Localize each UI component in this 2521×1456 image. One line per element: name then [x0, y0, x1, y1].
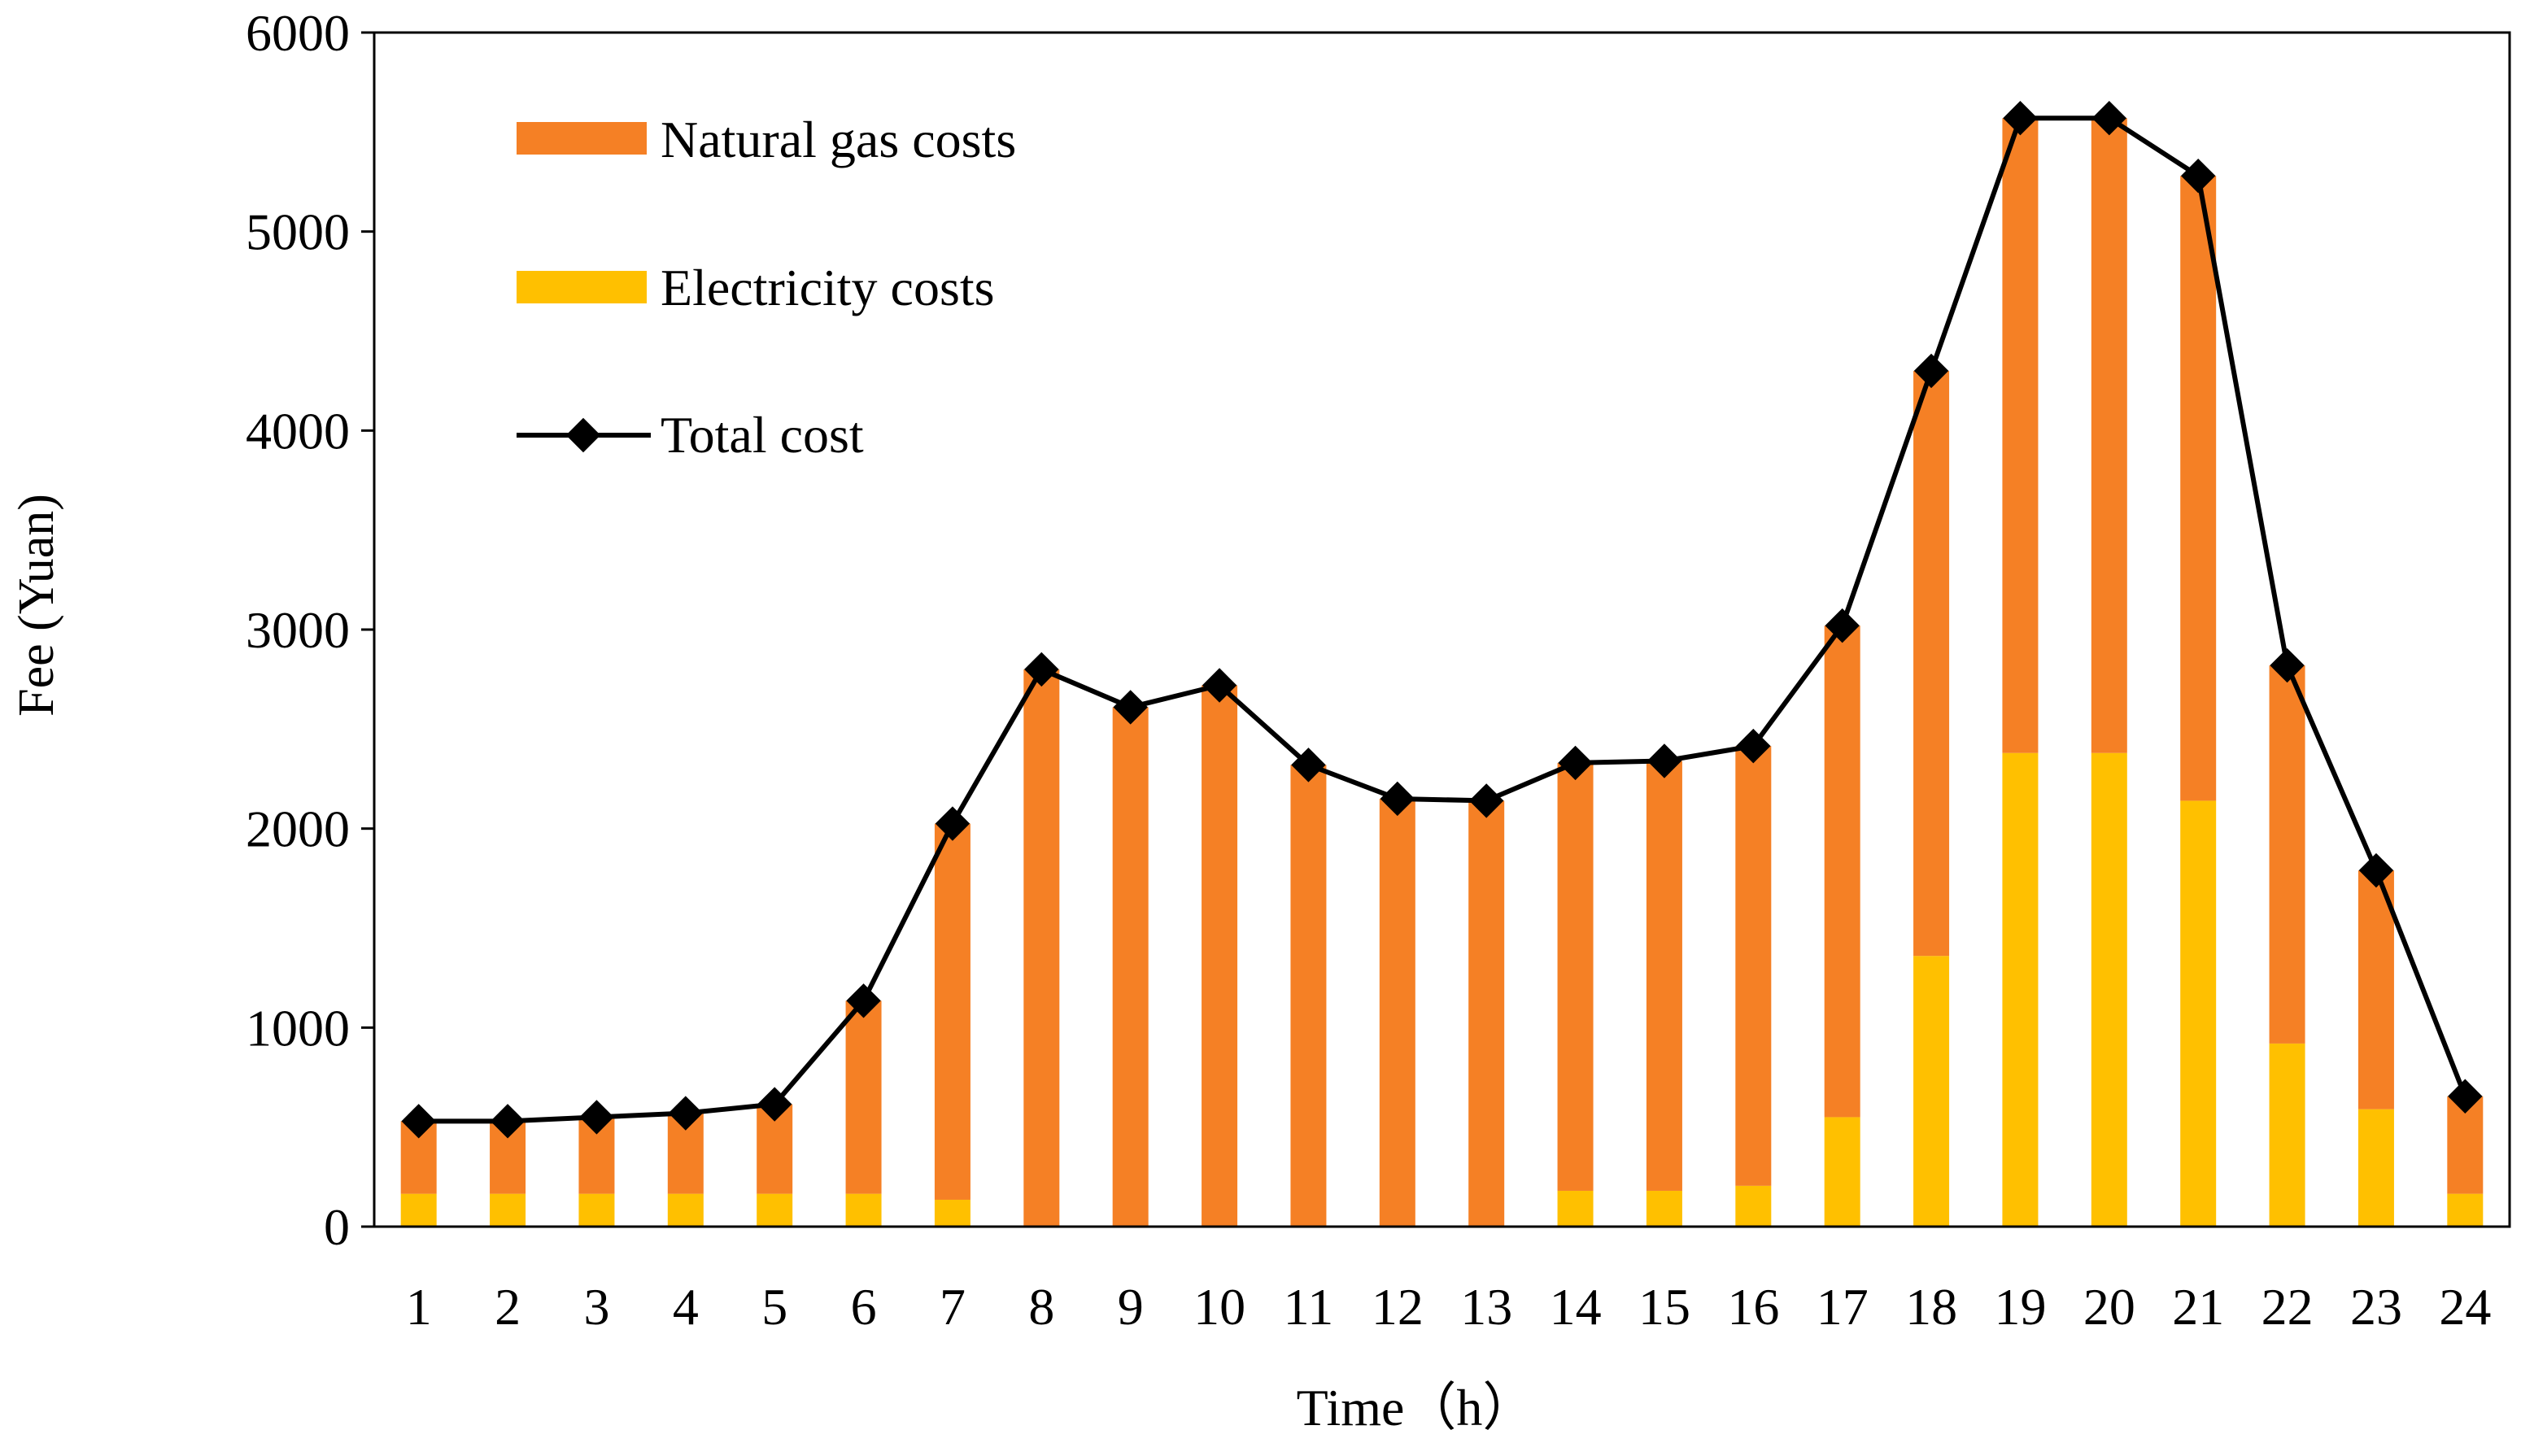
bar-electricity-23	[2357, 1109, 2394, 1227]
bar-electricity-6	[845, 1193, 882, 1227]
total-cost-point-9	[1113, 690, 1148, 725]
x-tick-label-21: 21	[2172, 1278, 2224, 1336]
bar-electricity-21	[2180, 800, 2217, 1227]
bar-natural-gas-6	[845, 1000, 882, 1194]
bar-electricity-1	[400, 1193, 437, 1227]
legend-swatch-natural-gas	[517, 122, 647, 155]
total-cost-point-23	[2358, 852, 2394, 888]
x-tick-label-23: 23	[2350, 1278, 2402, 1336]
x-tick-label-13: 13	[1460, 1278, 1512, 1336]
bar-natural-gas-12	[1379, 798, 1415, 1227]
x-tick-label-22: 22	[2261, 1278, 2314, 1336]
total-cost-point-14	[1558, 745, 1593, 781]
x-tick-label-20: 20	[2083, 1278, 2135, 1336]
bar-natural-gas-18	[1913, 370, 1950, 957]
x-tick-label-10: 10	[1193, 1278, 1245, 1336]
bar-electricity-19	[2002, 752, 2039, 1227]
total-cost-point-13	[1468, 783, 1504, 818]
legend-label-natural-gas: Natural gas costs	[661, 111, 1016, 168]
legend-marker-total	[565, 417, 601, 453]
x-tick-label-16: 16	[1727, 1278, 1779, 1336]
bar-natural-gas-7	[934, 823, 970, 1200]
total-cost-point-5	[757, 1087, 792, 1122]
x-tick-label-2: 2	[495, 1278, 521, 1336]
total-cost-point-3	[579, 1100, 614, 1135]
x-tick-label-3: 3	[583, 1278, 609, 1336]
x-tick-label-9: 9	[1118, 1278, 1144, 1336]
bar-natural-gas-16	[1735, 746, 1772, 1186]
total-cost-point-11	[1291, 748, 1326, 782]
bar-natural-gas-19	[2002, 118, 2039, 753]
bar-electricity-3	[578, 1193, 615, 1227]
x-tick-label-17: 17	[1817, 1278, 1869, 1336]
total-cost-point-7	[935, 806, 970, 841]
bar-electricity-18	[1913, 956, 1950, 1227]
y-tick-label-5000: 5000	[246, 203, 350, 261]
bar-natural-gas-15	[1646, 761, 1682, 1191]
bar-natural-gas-13	[1468, 800, 1505, 1227]
bar-electricity-4	[667, 1193, 704, 1227]
bar-natural-gas-23	[2357, 870, 2394, 1109]
bar-electricity-7	[934, 1199, 970, 1227]
bar-natural-gas-17	[1824, 626, 1860, 1118]
bar-natural-gas-8	[1023, 669, 1060, 1227]
bars-layer	[400, 118, 2484, 1227]
bar-natural-gas-14	[1557, 762, 1594, 1191]
total-cost-point-2	[490, 1104, 526, 1139]
y-tick-label-3000: 3000	[246, 601, 350, 659]
bar-electricity-16	[1735, 1185, 1772, 1227]
x-tick-label-12: 12	[1372, 1278, 1424, 1336]
bar-electricity-22	[2269, 1043, 2305, 1227]
y-tick-label-1000: 1000	[246, 999, 350, 1057]
x-tick-label-7: 7	[940, 1278, 966, 1336]
x-tick-label-24: 24	[2439, 1278, 2491, 1336]
x-tick-label-5: 5	[761, 1278, 787, 1336]
bar-electricity-5	[757, 1193, 793, 1227]
total-cost-line-layer	[401, 100, 2483, 1139]
y-tick-label-0: 0	[324, 1198, 350, 1256]
legend-label-total: Total cost	[661, 406, 864, 464]
total-cost-point-8	[1024, 652, 1059, 687]
bar-electricity-14	[1557, 1190, 1594, 1227]
total-cost-point-6	[846, 983, 881, 1018]
legend-label-electricity: Electricity costs	[661, 259, 995, 316]
bar-electricity-2	[490, 1193, 526, 1227]
total-cost-point-12	[1380, 781, 1415, 817]
bar-natural-gas-9	[1112, 707, 1149, 1227]
y-tick-label-2000: 2000	[246, 800, 350, 858]
bar-electricity-17	[1824, 1117, 1860, 1227]
x-tick-label-6: 6	[851, 1278, 877, 1336]
bar-electricity-24	[2447, 1193, 2484, 1227]
bar-electricity-15	[1646, 1190, 1682, 1227]
y-axis-label: Fee (Yuan)	[9, 494, 64, 717]
total-cost-point-10	[1202, 668, 1237, 703]
bar-natural-gas-21	[2180, 176, 2217, 801]
bar-natural-gas-20	[2091, 118, 2127, 753]
x-tick-label-19: 19	[1994, 1278, 2046, 1336]
legend: Natural gas costs Electricity costs Tota…	[517, 111, 1016, 464]
x-tick-label-15: 15	[1638, 1278, 1690, 1336]
bar-natural-gas-10	[1202, 685, 1238, 1227]
x-tick-label-14: 14	[1550, 1278, 1602, 1336]
bar-electricity-20	[2091, 752, 2127, 1227]
x-tick-label-18: 18	[1905, 1278, 1957, 1336]
bar-natural-gas-11	[1290, 765, 1327, 1227]
legend-swatch-electricity	[517, 271, 647, 303]
total-cost-point-24	[2448, 1079, 2483, 1114]
total-cost-point-1	[401, 1104, 436, 1139]
y-tick-label-4000: 4000	[246, 402, 350, 460]
x-tick-label-4: 4	[673, 1278, 699, 1336]
x-tick-label-8: 8	[1028, 1278, 1054, 1336]
bar-natural-gas-22	[2269, 665, 2305, 1044]
y-tick-label-6000: 6000	[246, 4, 350, 62]
x-tick-label-11: 11	[1284, 1278, 1334, 1336]
total-cost-point-4	[668, 1096, 704, 1131]
x-tick-label-1: 1	[406, 1278, 432, 1336]
x-axis-label: Time（h）	[1297, 1379, 1535, 1436]
